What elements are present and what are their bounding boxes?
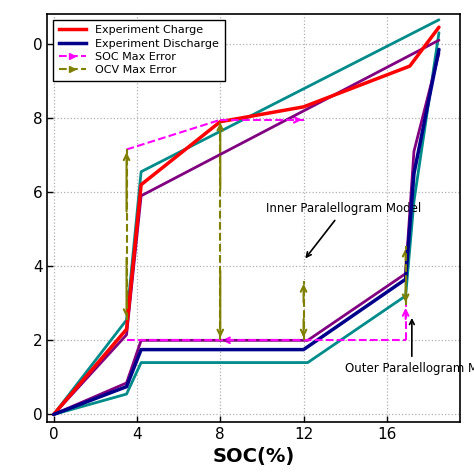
Text: Inner Paralellogram Model: Inner Paralellogram Model xyxy=(266,202,421,257)
Legend: Experiment Charge, Experiment Discharge, SOC Max Error, OCV Max Error: Experiment Charge, Experiment Discharge,… xyxy=(53,20,225,81)
Text: Outer Paralellogram M: Outer Paralellogram M xyxy=(345,320,474,375)
X-axis label: SOC(%): SOC(%) xyxy=(212,447,295,466)
